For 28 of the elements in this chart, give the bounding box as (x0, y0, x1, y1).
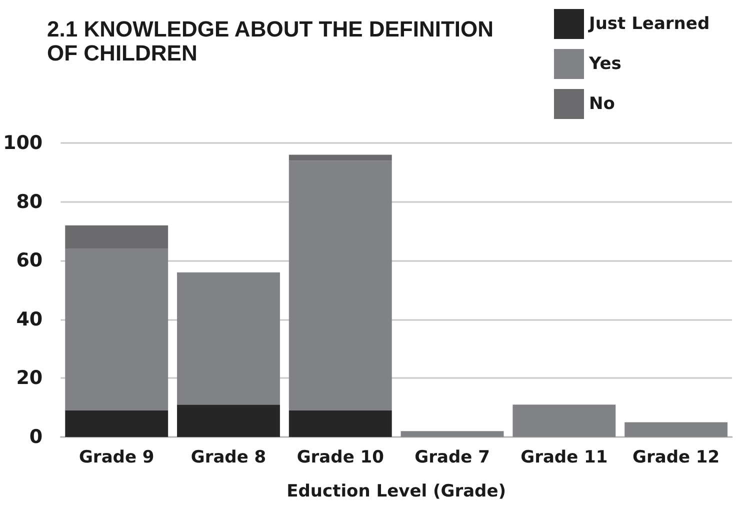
x-axis-title: Eduction Level (Grade) (286, 482, 506, 502)
bar (512, 404, 616, 437)
y-tick-label: 60 (16, 250, 43, 272)
legend-label: Just Learned (588, 14, 710, 34)
bar (65, 225, 168, 249)
y-tick-label: 40 (16, 308, 43, 330)
bar (288, 154, 392, 161)
chart-title: 2.1 KNOWLEDGE ABOUT THE DEFINITION OF CHILDREN (47, 16, 500, 66)
bar (400, 431, 504, 437)
y-tick-label: 100 (2, 132, 43, 154)
legend-label: No (589, 94, 615, 114)
x-tick-label: Grade 12 (632, 448, 720, 468)
x-tick-label: Grade 8 (190, 448, 266, 468)
bar (624, 422, 728, 437)
x-tick-label: Grade 11 (520, 448, 608, 468)
bar (177, 404, 280, 437)
x-tick-label: Grade 9 (78, 448, 154, 468)
bar (177, 272, 280, 405)
bar (65, 248, 168, 411)
y-tick-label: 0 (29, 426, 43, 448)
y-tick-label: 20 (16, 367, 43, 390)
y-tick-label: 80 (16, 190, 43, 213)
x-tick-label: Grade 7 (414, 448, 490, 468)
legend-label: Yes (588, 54, 622, 74)
bar (288, 160, 392, 411)
bar (65, 410, 168, 437)
x-tick-label: Grade 10 (296, 448, 384, 468)
bar (288, 410, 392, 437)
